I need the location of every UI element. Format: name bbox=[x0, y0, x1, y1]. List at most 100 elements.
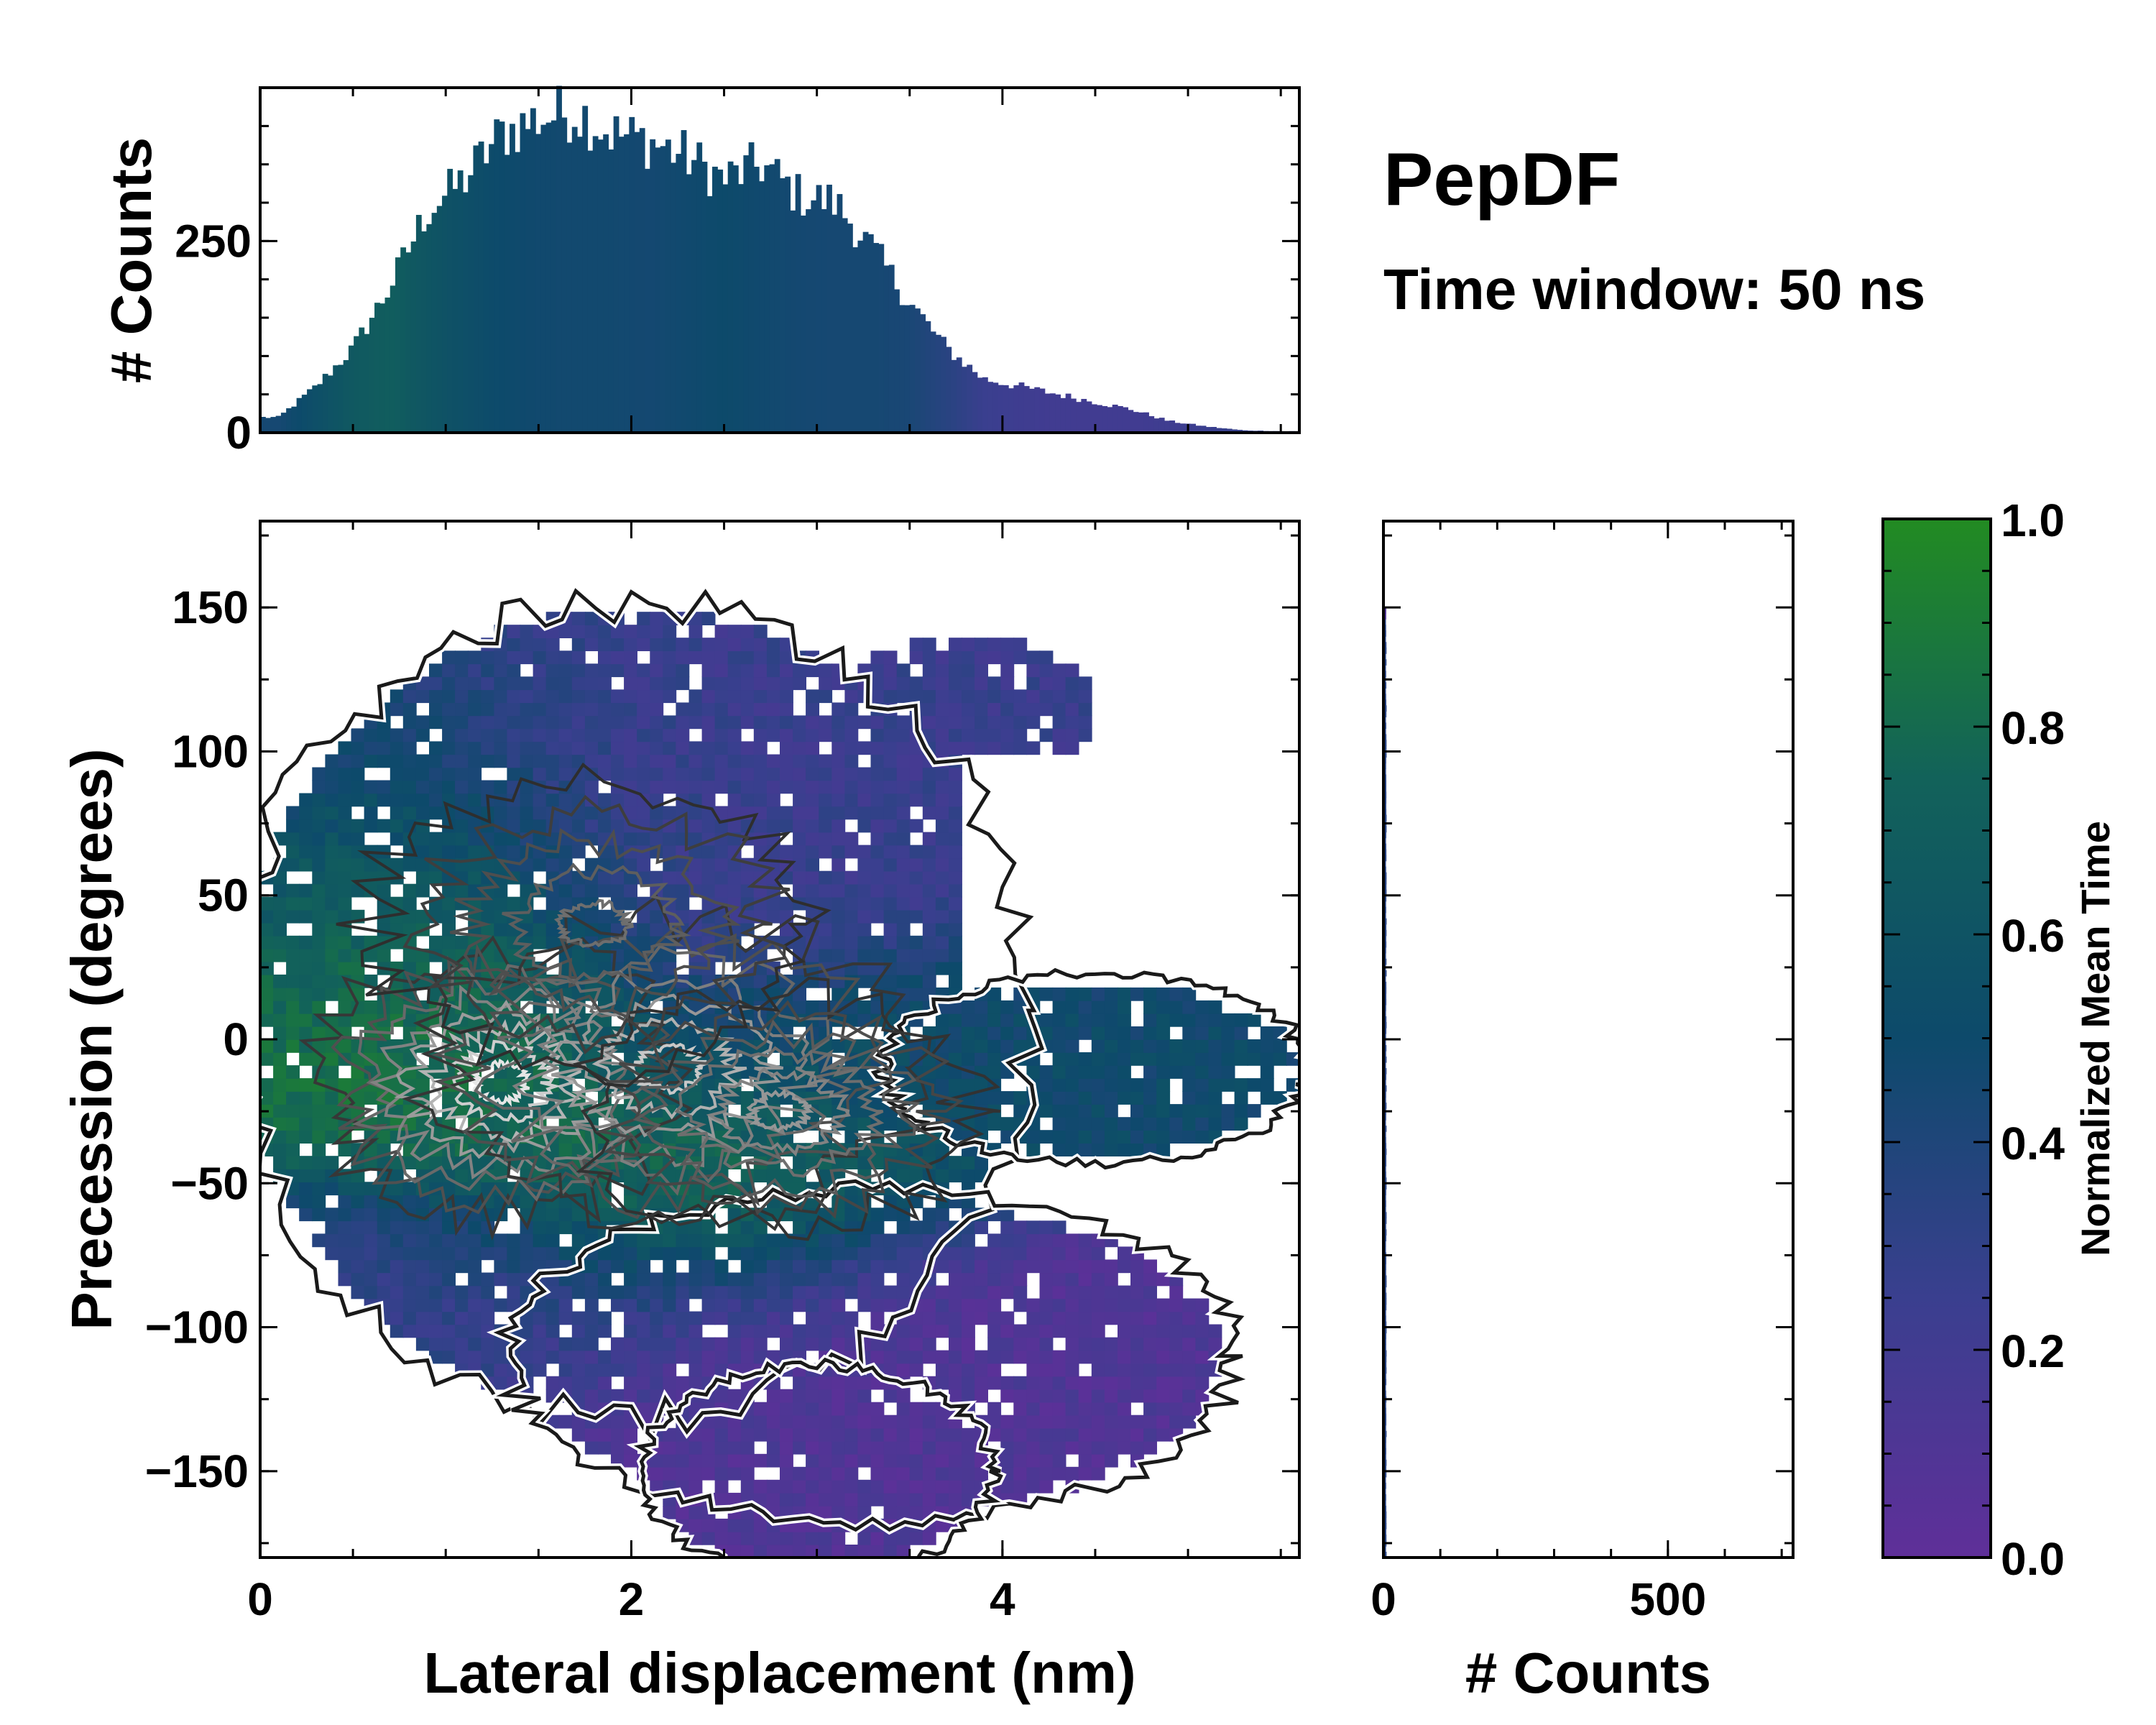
heatmap-cell bbox=[922, 1208, 936, 1222]
heatmap-cell bbox=[935, 1078, 949, 1092]
heatmap-cell bbox=[533, 1311, 547, 1325]
right-histogram-xlabel: # Counts bbox=[1465, 1641, 1711, 1705]
heatmap-cell bbox=[793, 883, 806, 898]
heatmap-cell bbox=[637, 780, 651, 794]
heatmap-cell bbox=[935, 1453, 949, 1468]
heatmap-cell bbox=[351, 793, 365, 807]
heatmap-cell bbox=[260, 909, 274, 924]
heatmap-cell bbox=[701, 689, 716, 704]
heatmap-cell bbox=[870, 1337, 885, 1351]
heatmap-cell bbox=[740, 1479, 755, 1494]
heatmap-cell bbox=[520, 676, 534, 691]
heatmap-cell bbox=[883, 741, 898, 755]
heatmap-cell bbox=[676, 1324, 690, 1338]
heatmap-cell bbox=[571, 1143, 586, 1156]
heatmap-cell bbox=[1000, 638, 1015, 651]
heatmap-cell bbox=[533, 1233, 547, 1248]
heatmap-cell bbox=[896, 1531, 911, 1545]
heatmap-cell bbox=[701, 650, 716, 665]
heatmap-cell bbox=[663, 1453, 677, 1468]
heatmap-cell bbox=[793, 1466, 806, 1481]
heatmap-cell bbox=[545, 896, 560, 911]
heatmap-cell bbox=[1104, 987, 1118, 1001]
heatmap-cell bbox=[1234, 1117, 1248, 1131]
heatmap-cell bbox=[987, 987, 1002, 1001]
heatmap-cell bbox=[676, 650, 690, 665]
heatmap-cell bbox=[1195, 1078, 1210, 1092]
heatmap-cell bbox=[377, 728, 391, 742]
heatmap-cell bbox=[688, 935, 703, 949]
top-hist-bar bbox=[447, 168, 453, 433]
heatmap-cell bbox=[688, 767, 703, 781]
heatmap-cell bbox=[766, 1246, 780, 1261]
heatmap-cell bbox=[312, 1208, 326, 1222]
top-hist-bar bbox=[727, 161, 734, 433]
top-hist-bar bbox=[785, 176, 791, 433]
heatmap-cell bbox=[714, 1466, 729, 1481]
heatmap-cell bbox=[701, 715, 716, 730]
heatmap-cell bbox=[312, 806, 326, 820]
heatmap-cell bbox=[611, 1298, 625, 1312]
heatmap-cell bbox=[806, 793, 819, 807]
heatmap-cell bbox=[909, 650, 923, 665]
heatmap-cell bbox=[624, 1169, 637, 1183]
heatmap-cell bbox=[351, 741, 365, 755]
heatmap-cell bbox=[740, 715, 755, 730]
heatmap-cell bbox=[701, 1453, 716, 1468]
heatmap-cell bbox=[533, 728, 547, 742]
heatmap-cell bbox=[481, 1272, 495, 1287]
heatmap-cell bbox=[1078, 1337, 1092, 1351]
heatmap-cell bbox=[766, 780, 780, 794]
heatmap-cell bbox=[870, 676, 885, 691]
heatmap-cell bbox=[1091, 1246, 1105, 1261]
heatmap-cell bbox=[429, 793, 443, 807]
heatmap-cell bbox=[857, 1000, 872, 1014]
heatmap-cell bbox=[727, 883, 742, 898]
top-hist-bar bbox=[354, 336, 359, 433]
heatmap-cell bbox=[793, 767, 806, 781]
heatmap-cell bbox=[870, 1453, 885, 1468]
heatmap-cell bbox=[364, 1272, 378, 1287]
heatmap-cell bbox=[793, 1427, 806, 1442]
heatmap-cell bbox=[598, 715, 612, 730]
heatmap-cell bbox=[1052, 1272, 1067, 1287]
heatmap-cell bbox=[844, 1117, 859, 1131]
heatmap-cell bbox=[935, 1039, 949, 1053]
heatmap-cell bbox=[896, 689, 911, 704]
heatmap-cell bbox=[1143, 1104, 1157, 1118]
heatmap-cell bbox=[688, 1505, 703, 1519]
top-hist-bar bbox=[790, 210, 796, 433]
heatmap-cell bbox=[338, 948, 352, 962]
heatmap-cell bbox=[260, 1013, 274, 1027]
heatmap-cell bbox=[507, 715, 521, 730]
heatmap-cell bbox=[571, 676, 586, 691]
heatmap-cell bbox=[1169, 1363, 1184, 1377]
heatmap-cell bbox=[312, 909, 326, 924]
top-hist-bar bbox=[327, 375, 333, 433]
heatmap-cell bbox=[1156, 1427, 1171, 1442]
heatmap-cell bbox=[468, 767, 482, 781]
heatmap-cell bbox=[753, 1350, 768, 1364]
heatmap-cell bbox=[714, 806, 729, 820]
heatmap-cell bbox=[1260, 1052, 1274, 1066]
heatmap-cell bbox=[390, 1182, 404, 1196]
heatmap-cell bbox=[507, 702, 521, 717]
heatmap-cell bbox=[494, 715, 508, 730]
heatmap-cell bbox=[663, 1259, 677, 1274]
heatmap-cell bbox=[533, 1220, 547, 1235]
right-hist-bar bbox=[1383, 1016, 1387, 1023]
heatmap-cell bbox=[831, 1298, 846, 1312]
heatmap-cell bbox=[545, 1104, 560, 1118]
heatmap-cell bbox=[688, 702, 703, 717]
heatmap-cell bbox=[975, 1220, 988, 1235]
heatmap-cell bbox=[455, 1169, 469, 1183]
right-hist-bar bbox=[1383, 1522, 1387, 1530]
heatmap-cell bbox=[1156, 1311, 1171, 1325]
heatmap-cell bbox=[935, 1220, 949, 1235]
top-hist-bar bbox=[483, 163, 489, 433]
heatmap-cell bbox=[571, 780, 586, 794]
right-hist-bar bbox=[1383, 1103, 1387, 1109]
right-hist-bar bbox=[1383, 1471, 1387, 1478]
density-contour bbox=[591, 1016, 747, 1120]
heatmap-cell bbox=[286, 948, 300, 962]
